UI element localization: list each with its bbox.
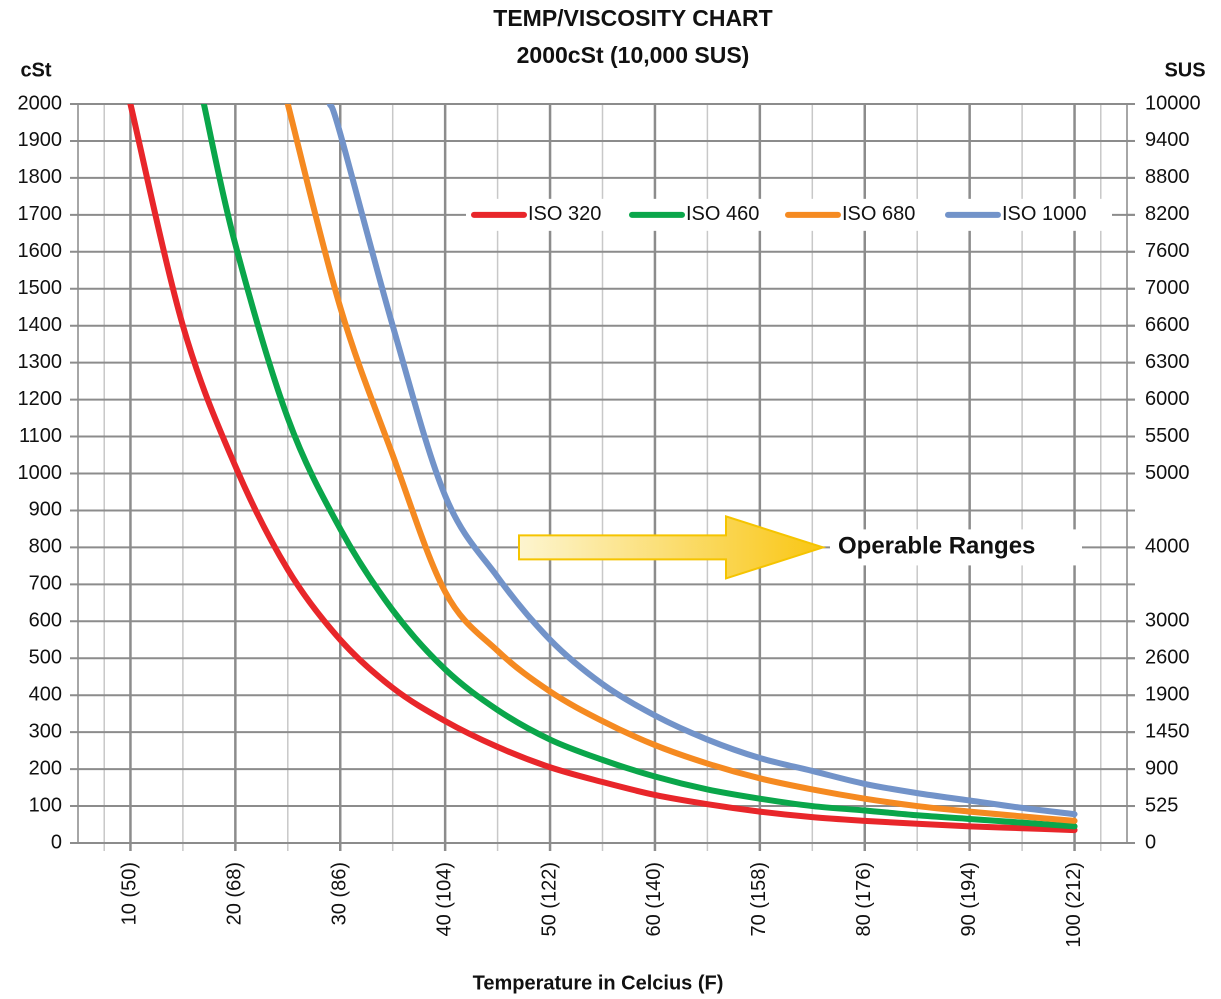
y2-tick-label: 0	[1145, 831, 1156, 853]
y-tick-label: 1600	[18, 240, 63, 262]
x-tick-label: 90 (194)	[958, 862, 980, 937]
y-tick-label: 1800	[18, 166, 63, 188]
y-tick-label: 2000	[18, 92, 63, 114]
y2-tick-label: 2600	[1145, 647, 1190, 669]
annotation-arrow	[518, 515, 827, 580]
labels: TEMP/VISCOSITY CHART 2000cSt (10,000 SUS…	[18, 5, 1206, 994]
annotation-bg	[830, 529, 1082, 566]
y2-tick-label: 6000	[1145, 388, 1190, 410]
y-tick-label: 700	[29, 573, 62, 595]
y-tick-label: 900	[29, 499, 62, 521]
x-tick-label: 10 (50)	[119, 862, 141, 925]
y-tick-label: 1000	[18, 462, 63, 484]
chart-subtitle: 2000cSt (10,000 SUS)	[517, 42, 750, 68]
y-tick-label: 1300	[18, 351, 63, 373]
y2-tick-label: 4000	[1145, 536, 1190, 558]
chart-title: TEMP/VISCOSITY CHART	[493, 5, 772, 31]
x-tick-label: 40 (104)	[433, 862, 455, 937]
x-tick-label: 100 (212)	[1063, 862, 1085, 948]
y-tick-label: 1100	[19, 425, 62, 447]
series-line	[127, 104, 1078, 834]
y2-tick-label: 7000	[1145, 277, 1190, 299]
y2-tick-label: 8800	[1145, 166, 1190, 188]
y-tick-label: 400	[29, 683, 62, 705]
y2-tick-label: 10000	[1145, 92, 1201, 114]
y2-axis-label: SUS	[1164, 59, 1205, 81]
y-tick-label: 100	[29, 794, 62, 816]
y2-tick-label: 7600	[1145, 240, 1190, 262]
y2-tick-label: 1900	[1145, 683, 1190, 705]
x-tick-label: 50 (122)	[538, 862, 560, 937]
x-axis-label: Temperature in Celcius (F)	[473, 972, 724, 994]
x-tick-label: 80 (176)	[853, 862, 875, 937]
y-tick-label: 600	[29, 610, 62, 632]
y2-tick-label: 1450	[1145, 720, 1190, 742]
legend-label: ISO 320	[528, 203, 601, 225]
y-axis-label: cSt	[20, 59, 51, 81]
y2-tick-label: 5500	[1145, 425, 1190, 447]
y2-tick-label: 6600	[1145, 314, 1190, 336]
x-tick-label: 30 (86)	[329, 862, 351, 925]
legend-label: ISO 1000	[1002, 203, 1087, 225]
marks: ISO 320 ISO 460 ISO 680 ISO 1000 Operable Ra…	[127, 104, 1112, 834]
y-tick-label: 800	[29, 536, 62, 558]
y-tick-label: 1700	[18, 203, 63, 225]
series-line	[326, 104, 1078, 818]
y2-tick-label: 8200	[1145, 203, 1190, 225]
annotation: Operable Ranges	[838, 533, 1035, 560]
y2-tick-label: 6300	[1145, 351, 1190, 373]
y-tick-label: 1400	[18, 314, 63, 336]
y2-tick-label: 9400	[1145, 129, 1190, 151]
y2-tick-label: 525	[1145, 794, 1178, 816]
legend-label: ISO 460	[686, 203, 759, 225]
y2-tick-label: 900	[1145, 757, 1178, 779]
y-tick-label: 200	[29, 757, 62, 779]
y2-tick-label: 3000	[1145, 610, 1190, 632]
y-tick-label: 0	[51, 831, 62, 853]
y-tick-label: 300	[29, 720, 62, 742]
y-tick-label: 1200	[18, 388, 63, 410]
x-tick-label: 20 (68)	[224, 862, 246, 925]
y-tick-label: 500	[29, 647, 62, 669]
legend-label: ISO 680	[842, 203, 915, 225]
y-tick-label: 1900	[18, 129, 63, 151]
x-tick-label: 70 (158)	[748, 862, 770, 937]
series-line	[284, 104, 1078, 824]
y2-tick-label: 5000	[1145, 462, 1190, 484]
series-line	[200, 104, 1078, 830]
y-tick-label: 1500	[18, 277, 63, 299]
x-tick-label: 60 (140)	[643, 862, 665, 937]
